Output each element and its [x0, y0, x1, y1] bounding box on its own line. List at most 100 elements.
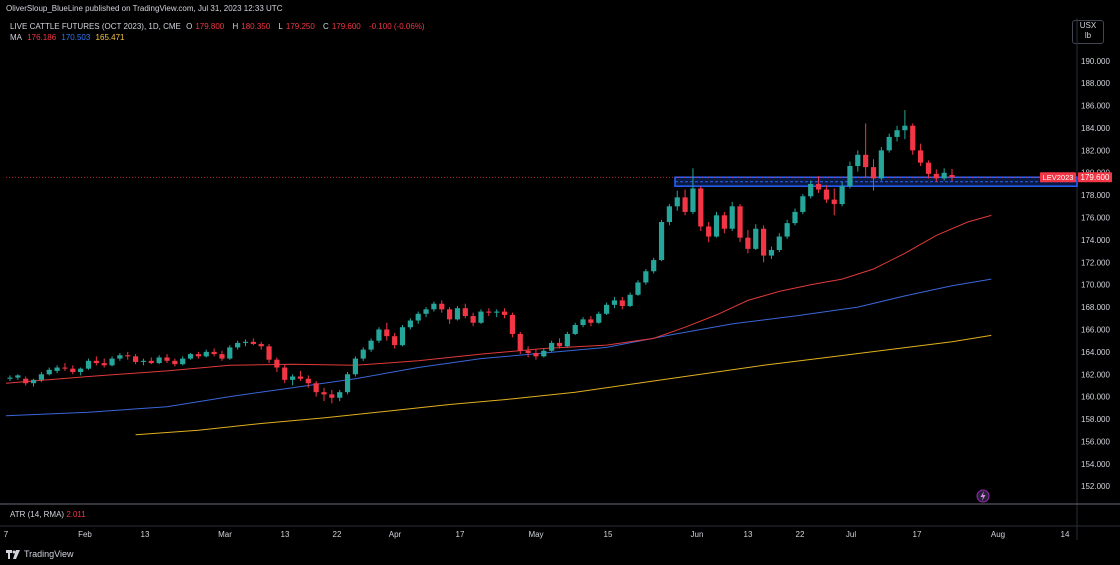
price-tick-label: 182.000: [1081, 146, 1110, 155]
candle-body: [706, 226, 712, 237]
candle-body: [666, 206, 672, 223]
candle-body: [7, 377, 13, 379]
close-label: C: [323, 22, 329, 31]
candle-body: [878, 150, 884, 179]
price-tick-label: 172.000: [1081, 258, 1110, 267]
candle-body: [117, 355, 123, 359]
candle-body: [596, 313, 602, 323]
price-tick-label: 178.000: [1081, 191, 1110, 200]
candle-body: [761, 228, 767, 256]
tradingview-brand[interactable]: TradingView: [6, 549, 74, 559]
open-label: O: [186, 22, 193, 31]
candle-body: [235, 342, 241, 348]
candle-body: [195, 354, 201, 357]
close-value: 179.600: [331, 22, 361, 31]
candle-body: [800, 196, 806, 212]
candle-body: [713, 215, 720, 237]
price-tick-label: 152.000: [1081, 482, 1110, 491]
price-tick-label: 184.000: [1081, 124, 1110, 133]
candle-body: [23, 378, 29, 384]
time-tick-label: 17: [913, 530, 922, 539]
currency-unit-button[interactable]: USX lb: [1072, 20, 1104, 44]
candle-body: [863, 154, 869, 168]
price-tick-label: 164.000: [1081, 348, 1110, 357]
candle-body: [682, 197, 688, 212]
candle-body: [847, 166, 853, 187]
price-tick-label: 154.000: [1081, 460, 1110, 469]
candle-body: [109, 358, 115, 366]
candle-body: [902, 125, 908, 131]
candle-body: [870, 167, 877, 179]
candle-body: [698, 188, 704, 227]
candle-body: [776, 236, 782, 250]
ma-legend[interactable]: MA 176.186 170.503 165.471: [10, 33, 127, 42]
atr-legend[interactable]: ATR (14, RMA) 2.011: [10, 510, 86, 519]
candle-body: [635, 282, 641, 295]
atr-value: 2.011: [66, 510, 86, 519]
candle-body: [70, 368, 76, 373]
candle-body: [93, 360, 99, 364]
candle-body: [392, 336, 398, 346]
candles: [7, 110, 955, 404]
symbol-legend: LIVE CATTLE FUTURES (OCT 2023), 1D, CME …: [10, 22, 428, 31]
candle-body: [15, 375, 21, 378]
candle-body: [148, 360, 154, 364]
open-value: 179.800: [195, 22, 225, 31]
candle-body: [305, 378, 311, 384]
candle-body: [470, 316, 476, 323]
candle-body: [910, 125, 916, 151]
candle-body: [745, 237, 751, 249]
candle-body: [101, 363, 107, 366]
time-tick-label: 22: [333, 530, 342, 539]
change-value: -0.100 (-0.06%): [368, 22, 425, 31]
candle-body: [933, 173, 939, 179]
unit-label: lb: [1084, 31, 1092, 40]
candle-body: [486, 311, 492, 313]
candle-body: [368, 340, 374, 350]
price-tick-label: 162.000: [1081, 370, 1110, 379]
candle-body: [651, 260, 657, 272]
price-tick-label: 176.000: [1081, 214, 1110, 223]
candle-body: [447, 309, 453, 320]
candle-body: [564, 333, 570, 347]
ma-value-3: 165.471: [95, 33, 125, 42]
series-tag-bg: [1040, 172, 1076, 183]
time-tick-label: 17: [456, 530, 465, 539]
candle-body: [250, 341, 256, 345]
candle-body: [329, 394, 335, 398]
time-tick-label: Jul: [846, 530, 856, 539]
low-label: L: [278, 22, 283, 31]
candle-body: [454, 308, 461, 320]
candle-body: [62, 367, 68, 369]
candle-body: [753, 228, 759, 249]
candle-body: [172, 360, 178, 365]
time-tick-label: 14: [1061, 530, 1070, 539]
candle-body: [831, 199, 837, 205]
candle-body: [352, 358, 358, 375]
high-value: 180.350: [241, 22, 271, 31]
publisher-bar: OliverSloup_BlueLine published on Tradin…: [0, 0, 1120, 18]
candle-body: [321, 392, 327, 395]
candle-body: [690, 188, 696, 212]
resistance-zone-rect: [674, 176, 1078, 187]
time-tick-label: 7: [4, 530, 9, 539]
candle-body: [808, 183, 814, 197]
candle-body: [85, 360, 92, 369]
candle-body: [431, 303, 437, 310]
price-tick-label: 168.000: [1081, 303, 1110, 312]
ma-value-1: 176.186: [27, 33, 57, 42]
publisher-text: OliverSloup_BlueLine published on Tradin…: [6, 4, 283, 13]
series-tag-label: LEV2023: [1043, 173, 1074, 182]
candle-body: [580, 319, 586, 325]
chart-grid: [0, 18, 1120, 540]
candle-body: [180, 358, 186, 365]
candle-body: [643, 271, 649, 283]
price-tick-label: 174.000: [1081, 236, 1110, 245]
candle-body: [737, 206, 743, 238]
price-axis: 152.000 154.000 156.000 158.000 160.000 162.0…: [1081, 57, 1110, 491]
candle-body: [187, 354, 194, 359]
candle-body: [549, 342, 555, 351]
symbol-title[interactable]: LIVE CATTLE FUTURES (OCT 2023), 1D, CME: [10, 22, 181, 31]
candle-body: [344, 374, 351, 393]
